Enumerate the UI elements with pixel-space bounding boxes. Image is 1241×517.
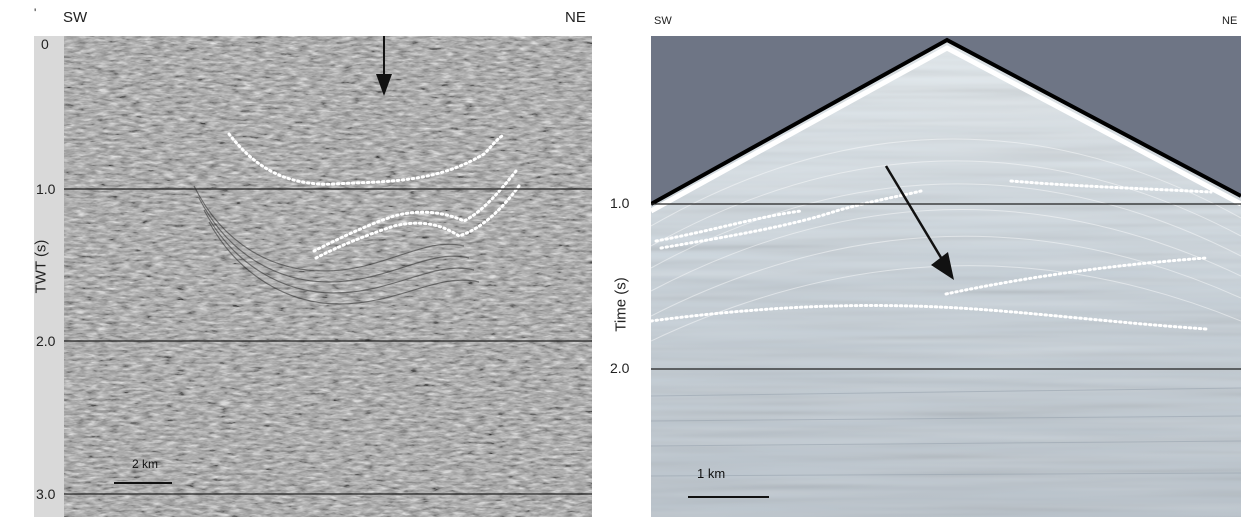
left-horizon-middle bbox=[312, 169, 518, 253]
right-y-tick-1: 1.0 bbox=[610, 195, 630, 211]
left-dotted-horizons bbox=[227, 132, 521, 260]
right-panel-sw-label: SW bbox=[654, 15, 672, 27]
left-curved-reflectors bbox=[193, 185, 480, 305]
left-seismic-section bbox=[64, 36, 592, 517]
right-flat-reflectors bbox=[651, 387, 1241, 477]
left-y-axis-title: TWT (s) bbox=[32, 239, 50, 294]
right-seismic-panel: SW NE bbox=[600, 0, 1241, 517]
right-seismic-model bbox=[651, 36, 1241, 517]
right-horizon-a bbox=[654, 209, 803, 243]
right-diagonal-arrow bbox=[884, 165, 954, 280]
corner-mark: ' bbox=[34, 6, 37, 20]
left-seismic-panel: ' SW NE bbox=[0, 0, 600, 517]
right-horizon-c bbox=[1009, 179, 1213, 194]
left-scale-bar-label: 2 km bbox=[132, 457, 159, 471]
right-roof-outline bbox=[651, 37, 1241, 206]
left-section-noise-texture bbox=[64, 36, 592, 517]
right-horizon-e bbox=[651, 304, 1208, 331]
right-white-edge bbox=[651, 45, 1241, 214]
left-axis-strip bbox=[34, 36, 64, 517]
left-y-tick-0: 0 bbox=[41, 36, 49, 52]
left-horizon-lower bbox=[314, 184, 521, 260]
right-horizon-d bbox=[944, 256, 1208, 296]
left-y-tick-3: 3.0 bbox=[36, 486, 56, 502]
right-y-tick-2: 2.0 bbox=[610, 360, 630, 376]
right-diffraction-arcs bbox=[651, 138, 1241, 342]
right-panel-ne-label: NE bbox=[1222, 15, 1238, 27]
left-y-tick-2: 2.0 bbox=[36, 333, 56, 349]
right-horizon-b bbox=[659, 189, 923, 250]
left-horizon-upper bbox=[227, 132, 504, 186]
left-panel-ne-label: NE bbox=[565, 9, 586, 26]
right-y-axis-title: Time (s) bbox=[612, 277, 630, 332]
right-scale-bar-label: 1 km bbox=[697, 466, 726, 481]
left-down-arrow bbox=[376, 36, 392, 96]
left-panel-sw-label: SW bbox=[63, 9, 88, 26]
right-dotted-horizons bbox=[651, 179, 1213, 331]
left-y-tick-1: 1.0 bbox=[36, 181, 56, 197]
